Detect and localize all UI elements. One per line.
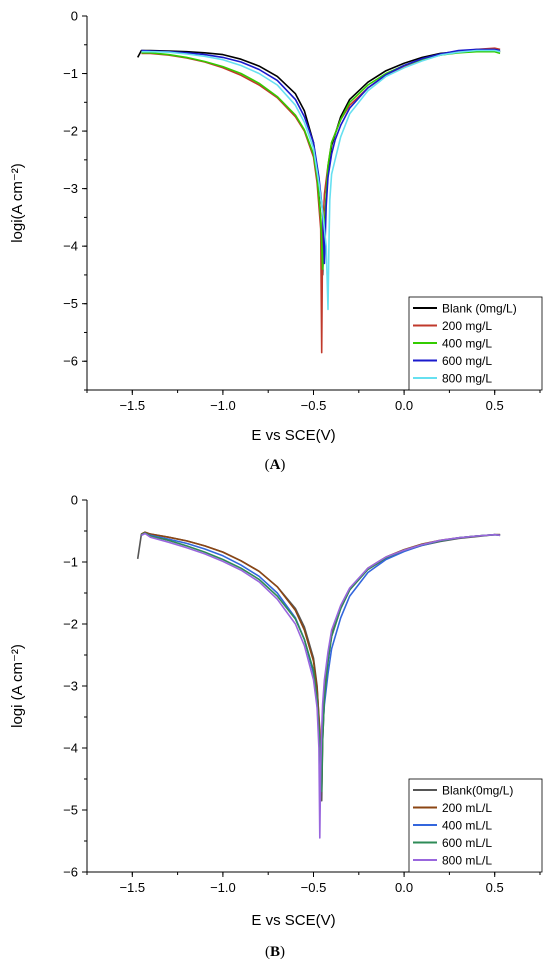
chart-panel-b: −1.5 −1.0 −0.5 0.0 0.5 0 −1 −2 −3 −4 −5 −6 E vs SCE(… — [9, 493, 543, 929]
x-tick-label: 0.0 — [395, 398, 413, 413]
legend-label-4: 600 mg/L — [442, 354, 492, 368]
y-tick-label: −2 — [63, 124, 78, 139]
y-tick-label: −6 — [63, 354, 78, 369]
y-tick-label: −5 — [63, 296, 78, 311]
x-tick-label: 0.5 — [486, 880, 504, 895]
y-tick-label: −3 — [63, 181, 78, 196]
x-tick-label: −1.0 — [210, 880, 236, 895]
x-tick-label: −1.5 — [119, 880, 145, 895]
y-tick-label: −6 — [63, 865, 78, 880]
x-axis-title: E vs SCE(V) — [251, 912, 335, 929]
legend-label-5: 800 mg/L — [442, 372, 492, 386]
series-line-5 — [141, 49, 501, 311]
legend-label-5: 800 mL/L — [442, 854, 492, 868]
y-tick-label: −3 — [63, 679, 78, 694]
chart-panel-a: −1.5 −1.0 −0.5 0.0 0.5 0 −1 −2 −3 −4 −5 −6 E vs SCE(… — [9, 9, 543, 444]
y-tick-label: −5 — [63, 803, 78, 818]
x-tick-label: −0.5 — [301, 398, 327, 413]
legend-label-3: 400 mg/L — [442, 337, 492, 351]
x-tick-label: −0.5 — [301, 880, 327, 895]
x-tick-label: 0.0 — [395, 880, 413, 895]
y-tick-label: −4 — [63, 239, 78, 254]
y-axis-title: logi (A cm⁻²) — [9, 644, 26, 728]
legend-label-2: 200 mL/L — [442, 801, 492, 815]
x-tick-label: −1.0 — [210, 398, 236, 413]
legend-label-3: 400 mL/L — [442, 819, 492, 833]
x-tick-label: −1.5 — [119, 398, 145, 413]
panel-caption-a-letter: A — [269, 457, 281, 473]
x-axis-title: E vs SCE(V) — [251, 427, 335, 444]
y-tick-label: 0 — [71, 493, 78, 508]
series-line-5 — [141, 532, 501, 839]
series-line-1 — [136, 47, 501, 276]
series-line-3 — [141, 532, 501, 768]
x-tick-label: 0.5 — [486, 398, 504, 413]
legend-label-2: 200 mg/L — [442, 319, 492, 333]
legend-label-4: 600 mL/L — [442, 836, 492, 850]
y-axis-title: logi(A cm⁻²) — [9, 163, 26, 243]
y-tick-label: −2 — [63, 617, 78, 632]
panel-caption-a: (A) — [264, 457, 286, 473]
y-tick-label: −1 — [63, 555, 78, 570]
legend-label-1: Blank (0mg/L) — [442, 302, 517, 316]
y-tick-label: 0 — [71, 9, 78, 24]
y-tick-label: −1 — [63, 66, 78, 81]
panel-caption-b: (B) — [264, 944, 285, 960]
y-tick-label: −4 — [63, 741, 78, 756]
series-line-3 — [141, 50, 501, 271]
legend-label-1: Blank(0mg/L) — [442, 784, 513, 798]
panel-caption-b-letter: B — [269, 944, 280, 960]
